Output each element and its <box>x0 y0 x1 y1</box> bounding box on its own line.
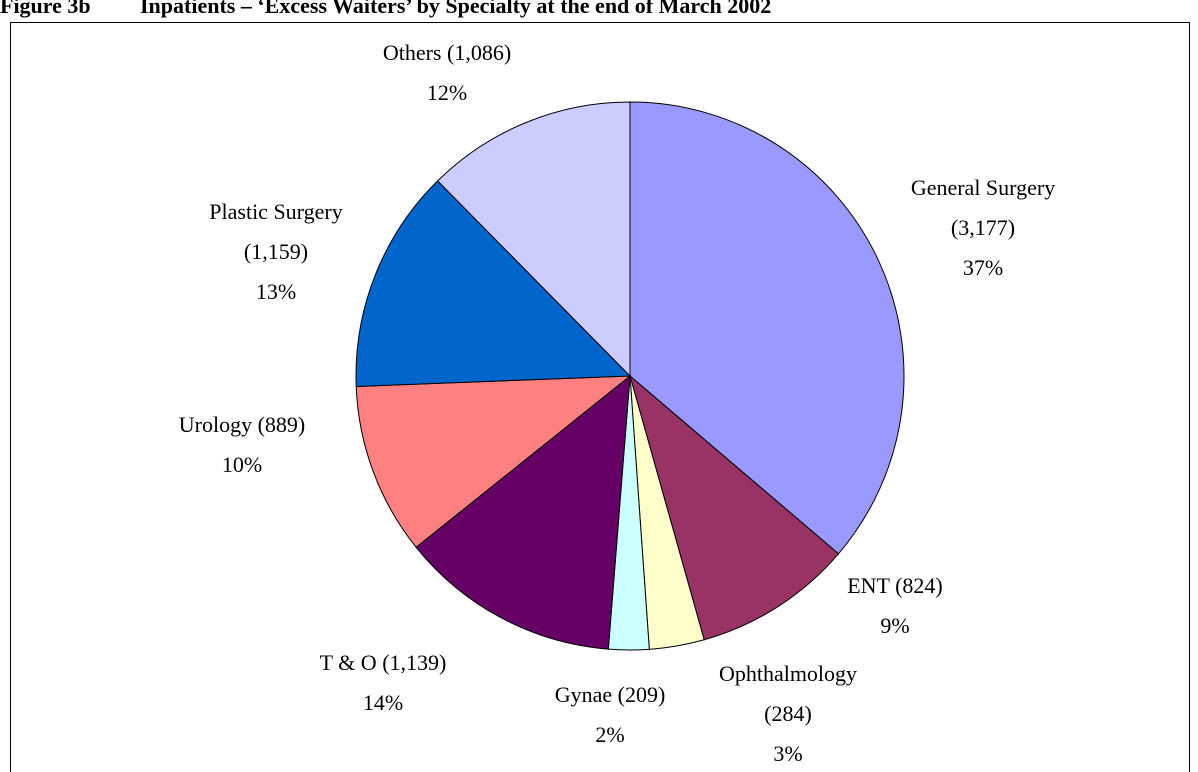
value-label: (1,139) <box>382 650 446 675</box>
category-label: General Surgery <box>911 175 1055 200</box>
percent-label: 10% <box>222 452 262 477</box>
percent-label: 13% <box>256 279 296 304</box>
category-label: ENT <box>847 573 890 598</box>
pie-slice <box>355 375 632 548</box>
frame <box>10 22 1190 772</box>
slice-label: T & O (1,139) <box>320 650 447 675</box>
chart-title: Inpatients – ‘Excess Waiters’ by Special… <box>140 0 771 18</box>
value-label: (889) <box>258 412 306 437</box>
pie-slice <box>436 101 631 378</box>
percent-label: 2% <box>595 722 624 747</box>
value-label: (824) <box>895 573 943 598</box>
category-label: Plastic Surgery <box>209 199 342 224</box>
percent-label: 37% <box>963 255 1003 280</box>
category-label: Urology <box>179 412 252 437</box>
slice-label: ENT (824) <box>847 573 943 598</box>
category-label: Ophthalmology <box>719 661 857 686</box>
value-label: (1,159) <box>244 239 308 264</box>
pie-slice <box>629 374 840 641</box>
percent-label: 3% <box>773 741 802 766</box>
pie-slice <box>629 101 905 555</box>
pie-slice <box>355 180 632 387</box>
category-label: Others <box>383 40 442 65</box>
category-label: T & O <box>320 650 377 675</box>
value-label: (209) <box>618 682 666 707</box>
value-label: (3,177) <box>951 215 1015 240</box>
pie-slice <box>415 374 631 650</box>
percent-label: 9% <box>880 613 909 638</box>
figure-label: Figure 3b <box>0 0 91 18</box>
slice-label: Gynae (209) <box>555 682 666 707</box>
slice-label: Others (1,086) <box>383 40 511 65</box>
slice-label: Urology (889) <box>179 412 305 437</box>
percent-label: 12% <box>427 80 467 105</box>
value-label: (1,086) <box>447 40 511 65</box>
percent-label: 14% <box>363 690 403 715</box>
category-label: Gynae <box>555 682 612 707</box>
value-label: (284) <box>764 701 812 726</box>
